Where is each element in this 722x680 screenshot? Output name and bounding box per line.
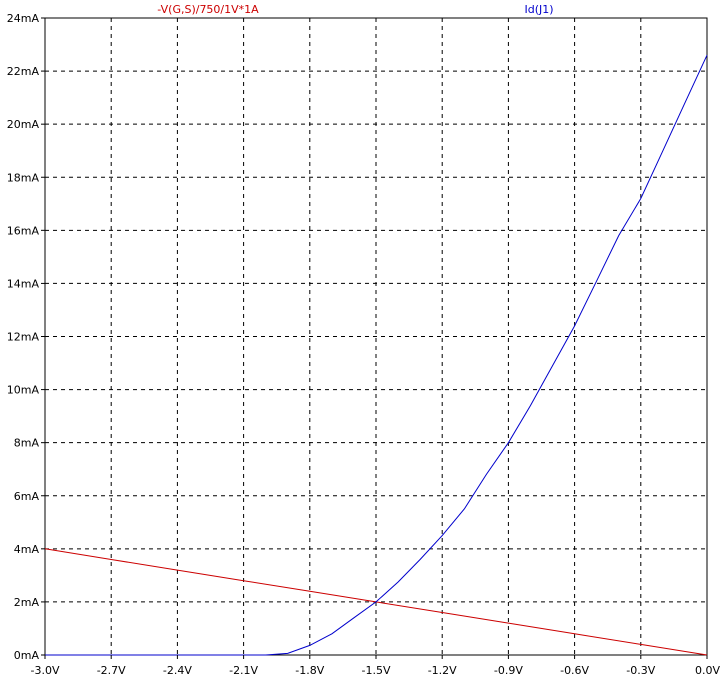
y-tick-label: 20mA (7, 118, 40, 131)
x-tick-label: -0.6V (560, 664, 589, 677)
y-tick-label: 2mA (14, 596, 40, 609)
y-tick-label: 18mA (7, 171, 40, 184)
y-tick-label: 12mA (7, 331, 40, 344)
axis-ticks: -3.0V -2.7V -2.4V -2.1V -1.8V -1.5V -1.2V -0.9V… (7, 12, 721, 677)
y-tick-label: 0mA (14, 649, 40, 662)
y-tick-label: 16mA (7, 224, 40, 237)
x-tick-label: -2.7V (97, 664, 126, 677)
x-tick-label: -1.5V (362, 664, 391, 677)
x-tick-label: -2.4V (163, 664, 192, 677)
y-tick-label: 14mA (7, 277, 40, 290)
x-tick-label: -0.3V (626, 664, 655, 677)
grid (45, 18, 707, 655)
y-tick-label: 24mA (7, 12, 40, 25)
x-tick-label: 0.0V (695, 664, 720, 677)
legend-entry-gate-source-current: -V(G,S)/750/1V*1A (157, 3, 259, 16)
legend: -V(G,S)/750/1V*1A Id(J1) (157, 3, 553, 16)
series-line-drain-current (45, 54, 708, 656)
legend-entry-drain-current: Id(J1) (524, 3, 553, 16)
x-tick-label: -1.8V (295, 664, 324, 677)
y-tick-label: 22mA (7, 65, 40, 78)
series-group (44, 54, 708, 656)
y-tick-label: 4mA (14, 543, 40, 556)
x-tick-label: -1.2V (428, 664, 457, 677)
x-tick-label: -3.0V (31, 664, 60, 677)
y-tick-label: 8mA (14, 437, 40, 450)
y-tick-label: 10mA (7, 384, 40, 397)
x-tick-label: -2.1V (229, 664, 258, 677)
x-tick-label: -0.9V (494, 664, 523, 677)
y-tick-label: 6mA (14, 490, 40, 503)
